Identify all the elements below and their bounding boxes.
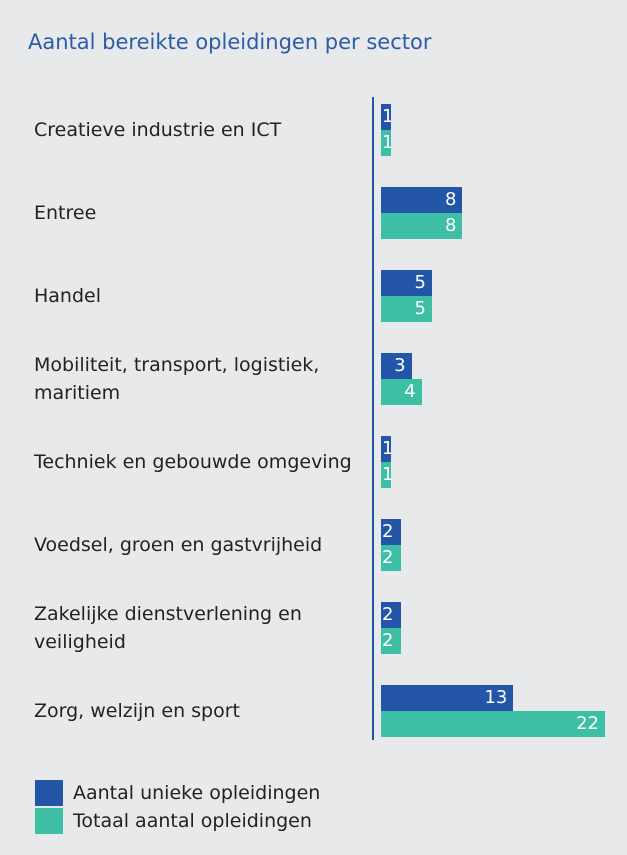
bar	[381, 187, 463, 213]
data-label: 22	[576, 713, 599, 734]
legend-label: Totaal aantal opleidingen	[73, 810, 312, 832]
bar	[381, 628, 402, 654]
category-label: Zorg, welzijn en sport	[34, 700, 240, 722]
data-label: 2	[382, 521, 394, 542]
data-label: 1	[382, 106, 394, 127]
category-label: Mobiliteit, transport, logistiek, mariti…	[34, 354, 320, 404]
legend-swatch	[35, 808, 63, 834]
data-label: 2	[382, 547, 394, 568]
chart-title: Aantal bereikte opleidingen per sector	[28, 30, 432, 54]
data-label: 8	[445, 215, 457, 236]
bar	[381, 711, 605, 737]
category-label: Zakelijke dienstverlening en veiligheid	[34, 603, 302, 653]
category-label: Voedsel, groen en gastvrijheid	[34, 534, 323, 556]
data-label: 13	[484, 687, 508, 708]
data-label: 2	[382, 604, 394, 625]
category-label: Techniek en gebouwde omgeving	[34, 451, 352, 473]
bar	[381, 602, 402, 628]
data-label: 4	[404, 381, 416, 402]
legend-swatch	[35, 780, 63, 806]
data-label: 1	[382, 464, 394, 485]
legend-label: Aantal unieke opleidingen	[73, 782, 321, 804]
bar	[381, 519, 402, 545]
data-label: 8	[445, 189, 457, 210]
category-label: Handel	[34, 285, 102, 307]
bar	[381, 296, 432, 322]
bar	[381, 436, 392, 462]
data-label: 5	[414, 298, 426, 319]
bar	[381, 685, 514, 711]
category-label: Entree	[34, 202, 97, 224]
bar	[381, 462, 392, 488]
bar	[381, 545, 402, 571]
category-label: Creatieve industrie en ICT	[34, 119, 282, 141]
data-label: 3	[394, 355, 406, 376]
bar	[381, 213, 463, 239]
axis-line	[372, 97, 374, 740]
data-label: 1	[382, 438, 394, 459]
data-label: 5	[414, 272, 426, 293]
bar	[381, 104, 392, 130]
bar	[381, 270, 432, 296]
bar	[381, 130, 392, 156]
data-label: 2	[382, 630, 394, 651]
bar	[381, 379, 422, 405]
data-label: 1	[382, 132, 394, 153]
bar	[381, 353, 412, 379]
